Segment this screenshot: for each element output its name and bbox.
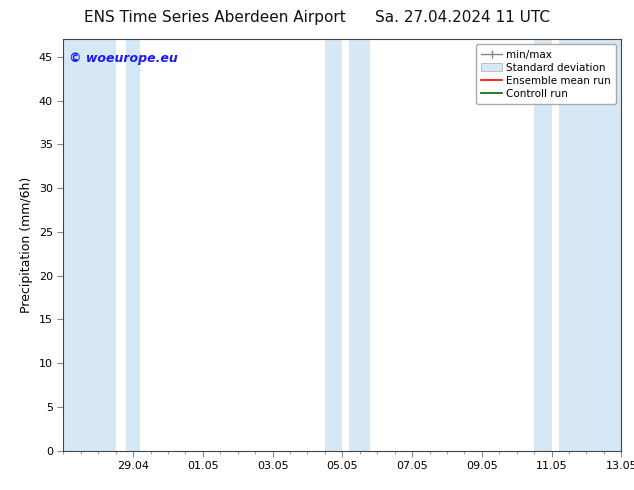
Bar [534, 39, 552, 451]
Text: © woeurope.eu: © woeurope.eu [69, 51, 178, 65]
Bar [63, 39, 115, 451]
Bar [349, 39, 370, 451]
Y-axis label: Precipitation (mm/6h): Precipitation (mm/6h) [20, 177, 34, 313]
Bar [325, 39, 342, 451]
Bar [559, 39, 621, 451]
Bar [126, 39, 140, 451]
Text: ENS Time Series Aberdeen Airport      Sa. 27.04.2024 11 UTC: ENS Time Series Aberdeen Airport Sa. 27.… [84, 10, 550, 25]
Legend: min/max, Standard deviation, Ensemble mean run, Controll run: min/max, Standard deviation, Ensemble me… [476, 45, 616, 104]
